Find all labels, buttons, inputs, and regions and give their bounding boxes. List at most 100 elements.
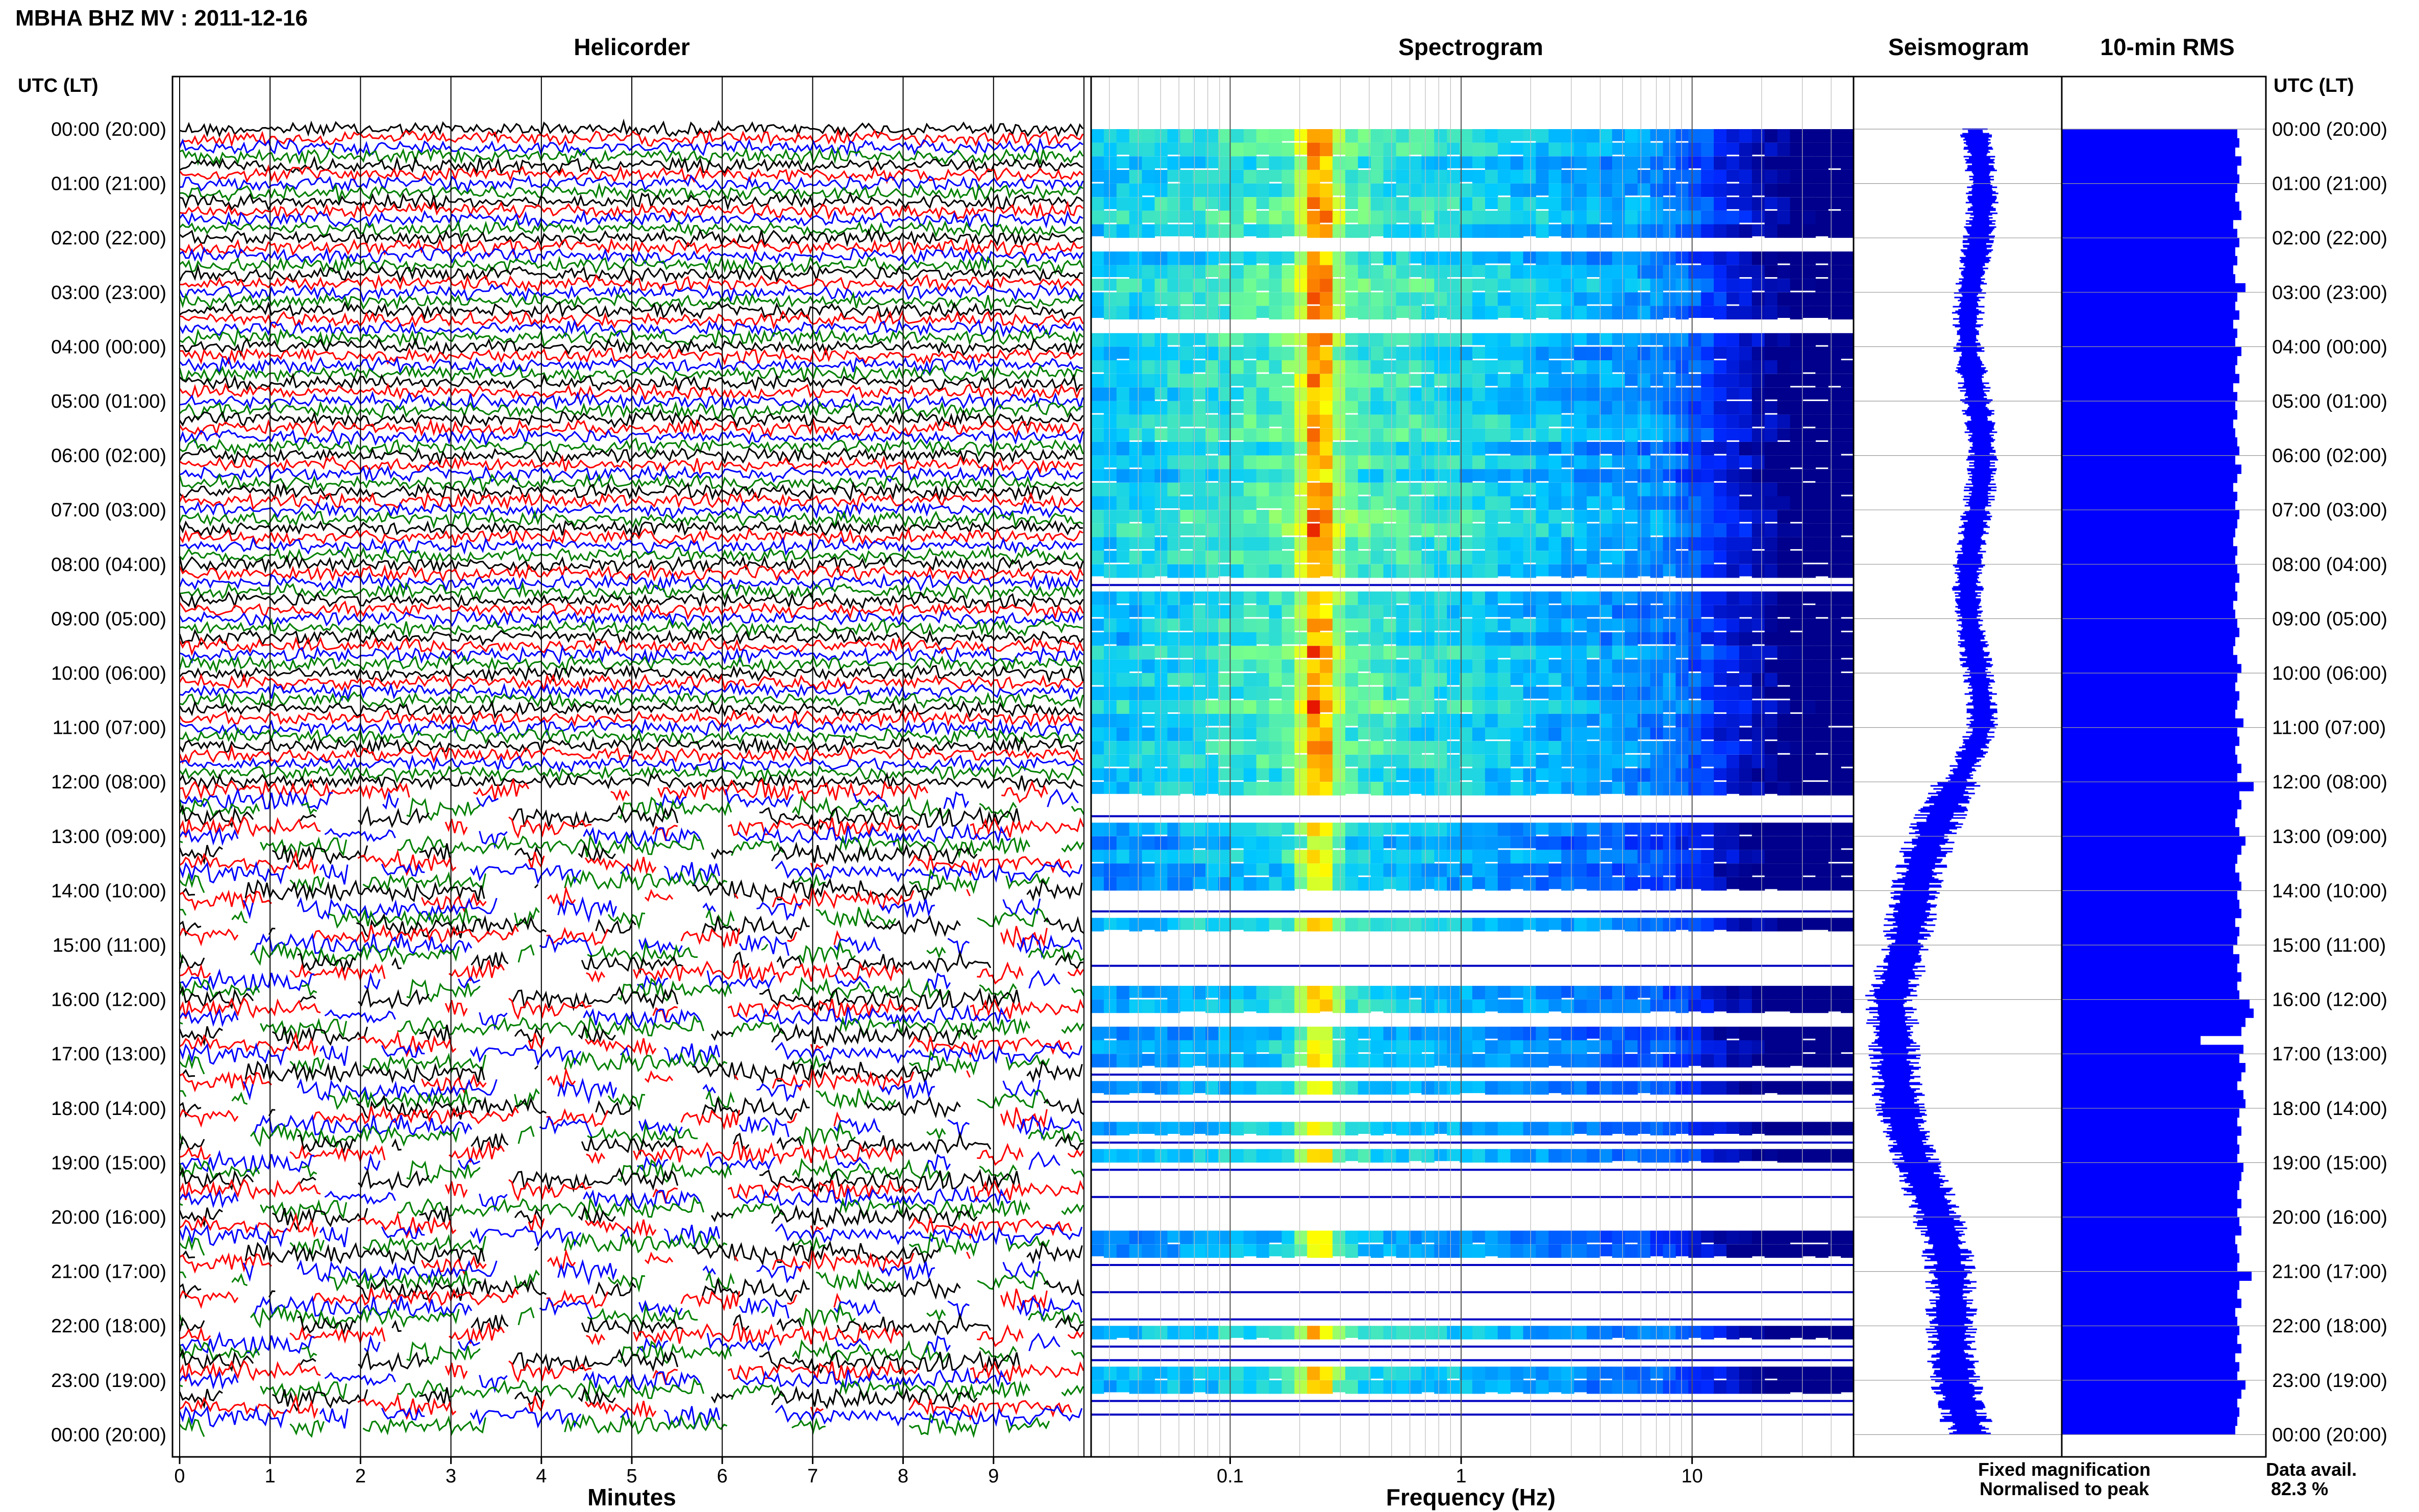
spectrogram-cell xyxy=(1180,374,1193,388)
spectrogram-cell xyxy=(1320,169,1333,182)
spectrogram-cell xyxy=(1218,1054,1231,1068)
spectrogram-cell xyxy=(1142,1326,1155,1340)
spectrogram-cell xyxy=(1764,169,1778,184)
spectrogram-cell xyxy=(1688,713,1701,728)
spectrogram-cell xyxy=(1510,1244,1524,1258)
spectrogram-cell xyxy=(1294,292,1307,306)
spectrogram-cell xyxy=(1193,469,1206,483)
spectrogram-cell xyxy=(1167,360,1180,374)
spectrogram-cell xyxy=(1726,183,1740,196)
spectrogram-cell xyxy=(1841,999,1854,1013)
spectrogram-cell xyxy=(1650,224,1664,238)
spectrogram-cell xyxy=(1637,1367,1651,1380)
spectrogram-cell xyxy=(1409,632,1422,646)
spectrogram-cell xyxy=(1714,156,1727,170)
spectrogram-cell xyxy=(1460,564,1473,578)
spectrogram-cell xyxy=(1218,673,1231,685)
spectrogram-cell xyxy=(1129,482,1143,497)
spectrogram-cell xyxy=(1574,1149,1587,1163)
spectrogram-cell xyxy=(1421,1081,1435,1095)
spectrogram-cell xyxy=(1828,985,1841,1000)
spectrogram-cell xyxy=(1739,646,1752,660)
spectrogram-cell xyxy=(1218,197,1231,211)
rms-bar xyxy=(2062,927,2239,936)
spectrogram-cell xyxy=(1841,510,1854,524)
spectrogram-cell xyxy=(1777,877,1791,891)
spectrogram-cell xyxy=(1447,754,1460,769)
spectrogram-cell xyxy=(1815,482,1829,497)
spectrogram-cell xyxy=(1764,741,1778,755)
spectrogram-cell xyxy=(1790,618,1803,631)
spectrogram-cell xyxy=(1624,1040,1638,1053)
spectrogram-cell xyxy=(1447,823,1460,836)
spectrogram-cell xyxy=(1167,482,1180,497)
spectrogram-cell xyxy=(1218,1230,1231,1245)
spectrogram-cell xyxy=(1828,482,1841,497)
spectrogram-cell xyxy=(1574,646,1587,660)
spectrogram-cell xyxy=(1230,605,1244,619)
spectrogram-cell xyxy=(1701,1054,1714,1068)
spectrogram-cell xyxy=(1193,1149,1206,1163)
spectrogram-cell xyxy=(1841,659,1854,672)
spectrogram-cell xyxy=(1294,999,1307,1013)
spectrogram-cell xyxy=(1256,496,1270,509)
spectrogram-cell xyxy=(1091,428,1104,442)
spectrogram-cell xyxy=(1243,210,1257,223)
spectrogram-cell xyxy=(1751,306,1765,319)
spectrogram-cell xyxy=(1815,1149,1829,1163)
spectrogram-cell xyxy=(1332,224,1346,238)
spectrogram-cell xyxy=(1815,428,1829,440)
seismogram-panel xyxy=(1865,128,1998,1434)
spectrogram-cell xyxy=(1510,632,1524,646)
rms-bar xyxy=(2062,1099,2245,1109)
spectrogram-cell xyxy=(1434,1081,1447,1095)
spectrogram-cell xyxy=(1320,142,1333,157)
spectrogram-cell xyxy=(1332,183,1346,196)
spectrogram-cell xyxy=(1485,455,1498,469)
spectrogram-cell xyxy=(1142,863,1155,877)
spectrogram-cell xyxy=(1714,428,1727,442)
spectrogram-cell xyxy=(1447,387,1460,401)
spectrogram-cell xyxy=(1764,156,1778,170)
spectrogram-cell xyxy=(1167,1040,1180,1054)
spectrogram-cell xyxy=(1103,441,1117,456)
spectrogram-cell xyxy=(1764,850,1778,863)
spectrogram-cell xyxy=(1624,700,1638,714)
spectrogram-cell xyxy=(1142,279,1155,292)
spectrogram-cell xyxy=(1841,782,1854,796)
spectrogram-cell xyxy=(1421,455,1435,469)
spectrogram-cell xyxy=(1612,455,1625,468)
spectrogram-cell xyxy=(1764,1326,1778,1340)
spectrogram-cell xyxy=(1688,414,1701,429)
spectrogram-cell xyxy=(1129,129,1143,143)
spectrogram-cell xyxy=(1485,441,1498,454)
spectrogram-cell xyxy=(1103,523,1117,537)
spectrogram-cell xyxy=(1764,999,1778,1012)
spectrogram-cell xyxy=(1205,469,1219,481)
spectrogram-cell xyxy=(1243,646,1257,660)
spectrogram-cell xyxy=(1154,632,1168,646)
spectrogram-cell xyxy=(1256,1149,1270,1163)
spectrogram-cell xyxy=(1599,142,1613,157)
spectrogram-cell xyxy=(1243,850,1257,863)
spectrogram-cell xyxy=(1523,1380,1537,1394)
spectrogram-cell xyxy=(1714,877,1727,891)
spectrogram-cell xyxy=(1561,510,1574,522)
spectrogram-cell xyxy=(1091,279,1104,291)
spectrogram-cell xyxy=(1230,632,1244,646)
spectrogram-cell xyxy=(1091,292,1104,306)
spectrogram-cell xyxy=(1688,700,1701,714)
spectrogram-cell xyxy=(1294,455,1307,469)
spectrogram-cell xyxy=(1180,1367,1193,1380)
spectrogram-cell xyxy=(1523,1326,1537,1340)
spectrogram-cell xyxy=(1091,251,1104,265)
spectrogram-cell xyxy=(1180,646,1193,658)
spectrogram-cell xyxy=(1142,999,1155,1013)
spectrogram-cell xyxy=(1803,455,1816,469)
spectrogram-cell xyxy=(1320,1230,1333,1245)
spectrogram-cell xyxy=(1357,387,1371,401)
spectrogram-cell xyxy=(1485,782,1498,796)
spectrogram-cell xyxy=(1320,251,1333,265)
spectrogram-cell xyxy=(1154,183,1168,197)
spectrogram-cell xyxy=(1129,306,1143,319)
